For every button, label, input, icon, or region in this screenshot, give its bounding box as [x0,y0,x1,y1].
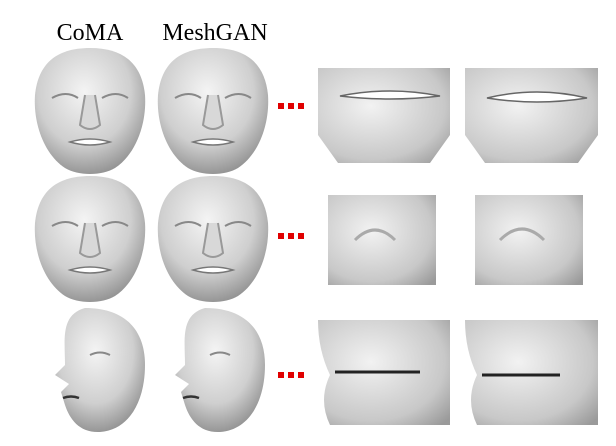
crops [318,68,598,425]
ellipsis [278,103,304,378]
column-label: CoMA [57,20,124,46]
faces [33,47,270,434]
column-label: MeshGAN [162,20,267,46]
